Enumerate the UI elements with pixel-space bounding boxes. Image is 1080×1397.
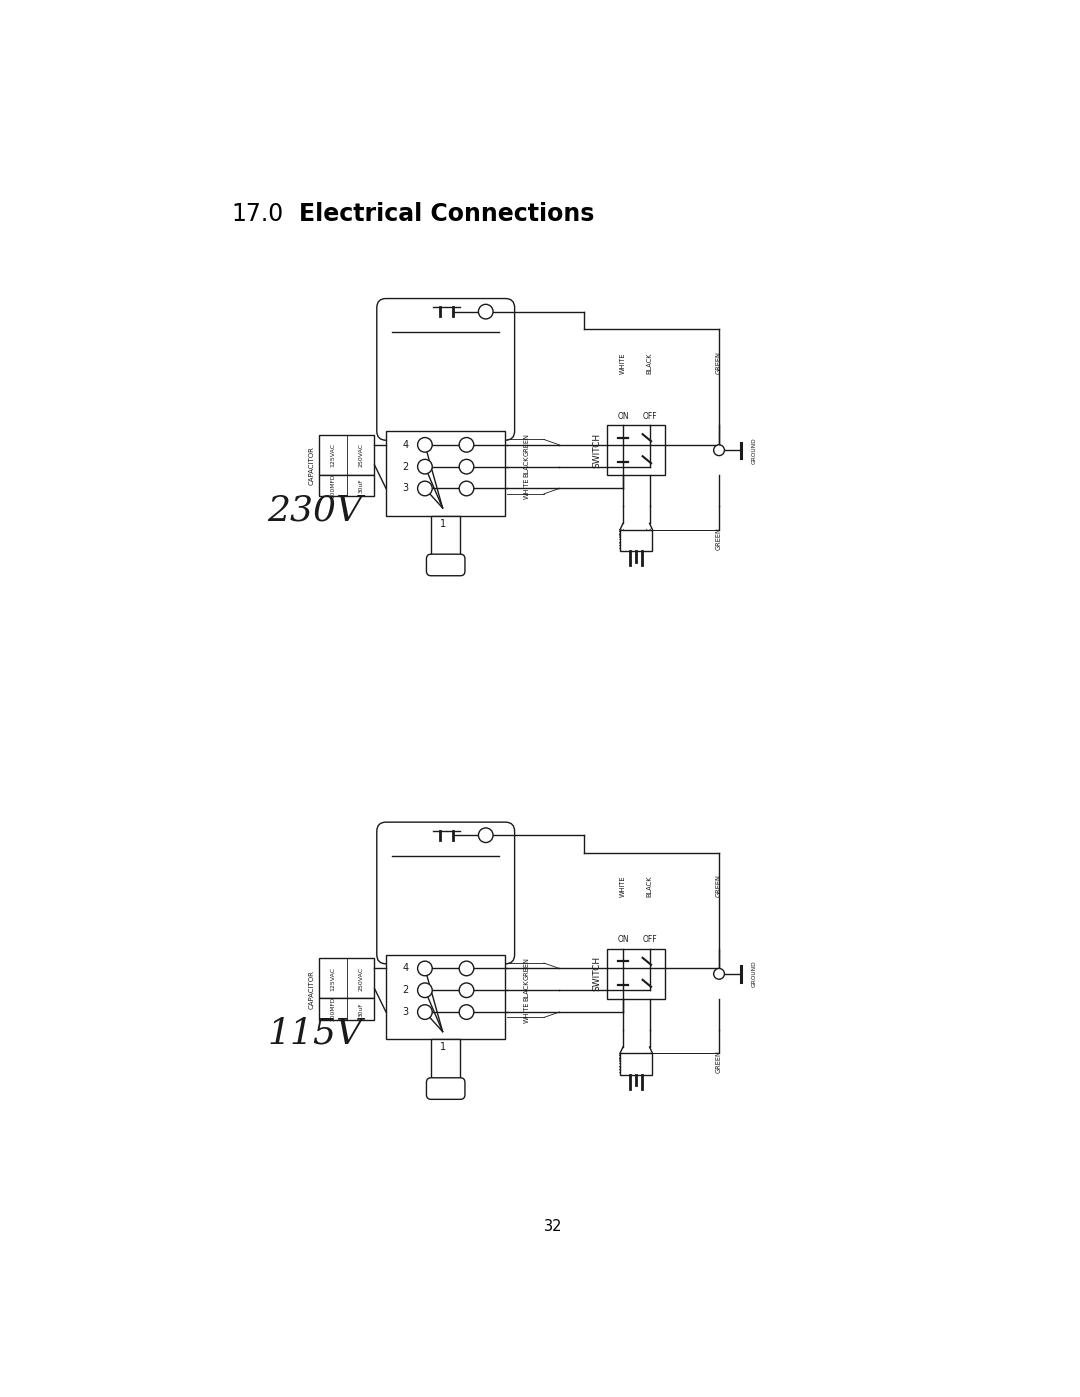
Bar	[431, 1039, 460, 1085]
Bar	[319, 434, 375, 475]
Text: OFF: OFF	[643, 935, 657, 944]
FancyBboxPatch shape	[377, 823, 514, 964]
Text: GREEN: GREEN	[524, 957, 530, 979]
Text: Electrical Connections: Electrical Connections	[299, 203, 595, 226]
Text: 200MFD: 200MFD	[330, 474, 336, 497]
Text: BLACK: BLACK	[524, 979, 530, 1002]
FancyBboxPatch shape	[427, 1077, 465, 1099]
Text: BLACK: BLACK	[647, 1051, 652, 1071]
Text: ON: ON	[617, 935, 629, 944]
Circle shape	[459, 961, 474, 975]
Text: 250VAC: 250VAC	[359, 443, 363, 467]
Bar	[620, 529, 652, 550]
Text: CAPACITOR: CAPACITOR	[308, 446, 314, 485]
Circle shape	[418, 961, 432, 975]
Circle shape	[418, 983, 432, 997]
Text: GREEN: GREEN	[524, 433, 530, 457]
FancyBboxPatch shape	[427, 555, 465, 576]
Text: 2: 2	[403, 985, 409, 995]
Text: BLACK: BLACK	[647, 352, 652, 373]
Text: 3: 3	[403, 483, 408, 493]
Text: 4: 4	[403, 964, 408, 974]
Text: CAPACITOR: CAPACITOR	[308, 970, 314, 1009]
Circle shape	[418, 481, 432, 496]
Text: 125VAC: 125VAC	[330, 443, 336, 467]
Bar	[386, 954, 505, 1039]
Bar	[431, 515, 460, 562]
Circle shape	[418, 1004, 432, 1020]
Text: SWITCH: SWITCH	[592, 433, 602, 468]
Text: BLACK: BLACK	[647, 527, 652, 549]
Text: 200MFD: 200MFD	[330, 997, 336, 1021]
Circle shape	[418, 460, 432, 474]
Text: 17.0: 17.0	[231, 203, 284, 226]
FancyBboxPatch shape	[377, 299, 514, 440]
Circle shape	[459, 1004, 474, 1020]
Text: 30uF: 30uF	[359, 1002, 363, 1017]
Text: WHITE: WHITE	[524, 478, 530, 499]
Text: GREEN: GREEN	[716, 875, 723, 897]
Circle shape	[459, 983, 474, 997]
Text: ON: ON	[617, 412, 629, 420]
Text: GROUND: GROUND	[752, 437, 756, 464]
Text: 3: 3	[403, 1007, 408, 1017]
Circle shape	[459, 481, 474, 496]
Circle shape	[418, 437, 432, 453]
Text: GREEN: GREEN	[716, 527, 723, 550]
Bar	[607, 425, 665, 475]
Bar	[319, 999, 375, 1020]
Text: BLACK: BLACK	[524, 455, 530, 478]
Text: 230V: 230V	[267, 493, 363, 527]
Text: 2: 2	[403, 461, 409, 472]
Circle shape	[478, 828, 494, 842]
Text: OFF: OFF	[643, 412, 657, 420]
Text: 30uF: 30uF	[359, 478, 363, 493]
Text: 1: 1	[440, 1042, 446, 1052]
Text: GROUND: GROUND	[752, 961, 756, 988]
Bar	[319, 958, 375, 999]
Bar	[386, 432, 505, 515]
Circle shape	[714, 968, 725, 979]
Text: 4: 4	[403, 440, 408, 450]
Bar	[607, 949, 665, 999]
Text: BLACK: BLACK	[647, 876, 652, 897]
Text: WHITE: WHITE	[620, 352, 626, 373]
Text: SWITCH: SWITCH	[592, 957, 602, 992]
Text: GREEN: GREEN	[716, 351, 723, 373]
Bar	[620, 1053, 652, 1074]
Text: 1: 1	[440, 518, 446, 528]
Text: 115V: 115V	[267, 1017, 363, 1051]
Text: 125VAC: 125VAC	[330, 967, 336, 990]
Text: WHITE: WHITE	[620, 1051, 626, 1071]
Text: WHITE: WHITE	[620, 876, 626, 897]
Circle shape	[714, 444, 725, 455]
Text: GREEN: GREEN	[716, 1051, 723, 1073]
Bar	[319, 475, 375, 496]
Circle shape	[459, 460, 474, 474]
Circle shape	[459, 437, 474, 453]
Text: WHITE: WHITE	[524, 1002, 530, 1023]
Text: 32: 32	[544, 1220, 563, 1234]
Text: 250VAC: 250VAC	[359, 967, 363, 990]
Circle shape	[478, 305, 494, 319]
Text: WHITE: WHITE	[620, 527, 626, 549]
